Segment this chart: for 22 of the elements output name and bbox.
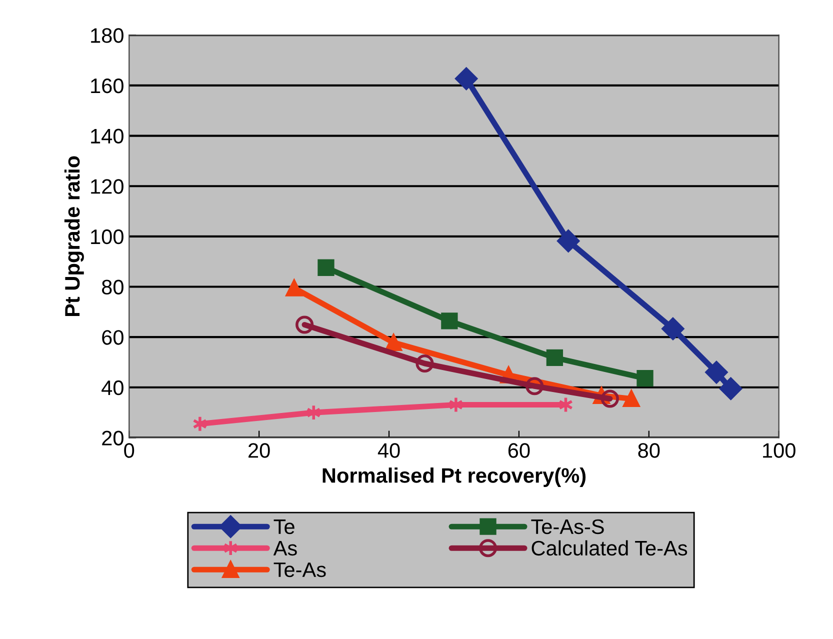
y-tick-label: 40: [102, 380, 124, 396]
x-tick-label: 0: [124, 443, 134, 458]
x-tick-label: 60: [508, 443, 530, 458]
y-axis-title: Pt Upgrade ratio: [64, 156, 84, 316]
y-tick-label: 140: [91, 128, 124, 144]
x-axis-title: Normalised Pt recovery(%): [322, 468, 586, 487]
y-tick-label: 120: [91, 179, 124, 194]
y-tick-label: 180: [91, 28, 124, 43]
y-tick-label: 20: [102, 430, 124, 446]
x-tick-label: 40: [378, 443, 400, 458]
legend-label: Te: [274, 520, 294, 534]
x-tick-label: 100: [763, 443, 796, 458]
legend-label: Calculated Te-As: [532, 540, 688, 556]
legend-label: Te-As-S: [531, 519, 604, 534]
y-tick-label: 100: [91, 229, 124, 244]
y-tick-label: 80: [102, 280, 124, 295]
x-tick-label: 80: [638, 443, 660, 458]
legend-label: Te-As: [274, 562, 326, 578]
y-tick-label: 160: [91, 78, 124, 94]
x-tick-label: 20: [248, 443, 270, 458]
legend-label: As: [273, 541, 297, 556]
y-tick-label: 60: [102, 330, 124, 345]
